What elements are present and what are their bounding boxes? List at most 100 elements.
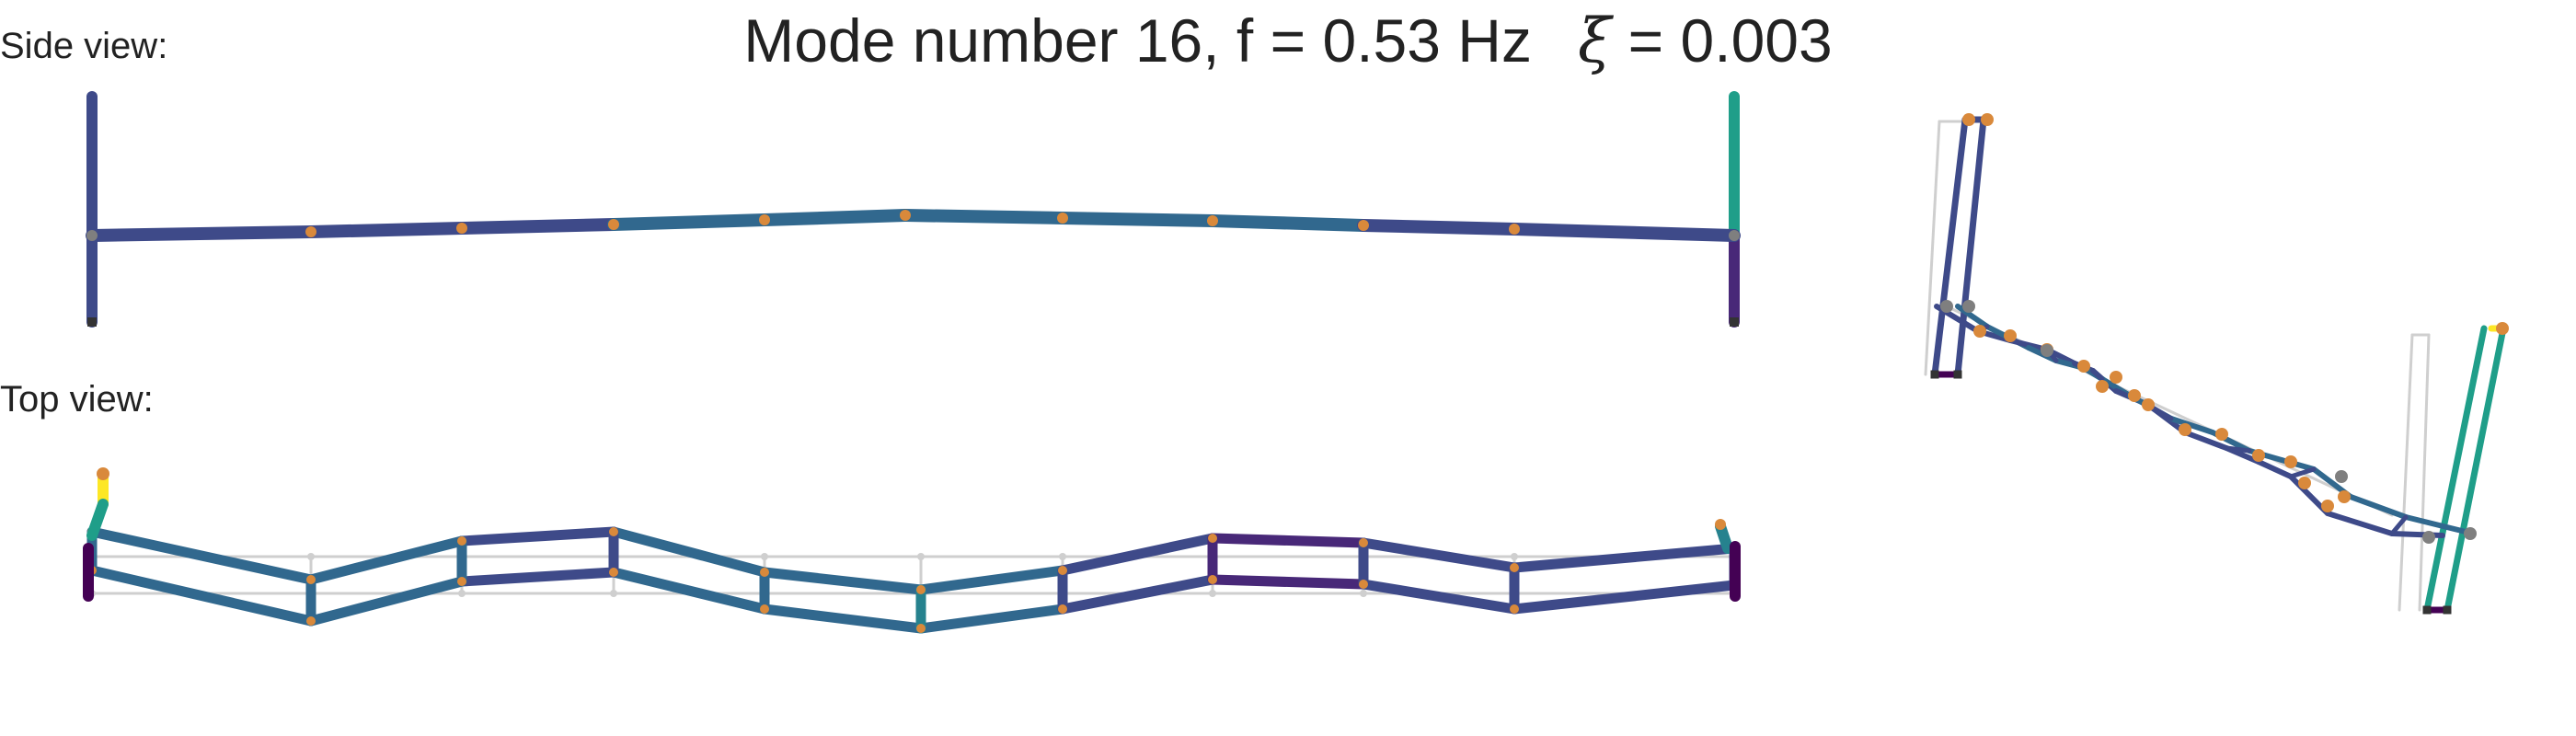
iso-deck-node (2298, 477, 2311, 489)
iso-deck-node (1981, 113, 1994, 126)
top-undeformed-node (307, 553, 315, 560)
top-deck-chord-upper (456, 526, 619, 546)
side-deck-node (608, 219, 619, 230)
iso-deck-node (1973, 325, 1986, 338)
side-deck-node (305, 226, 316, 237)
side-view-label: Side view: (0, 26, 168, 66)
side-deck-node (1358, 220, 1369, 231)
top-deck-chord-upper (915, 565, 1068, 595)
top-deck-node (1208, 534, 1217, 543)
mode-frequency-text: Mode number 16, f = 0.53 Hz (743, 6, 1532, 75)
iso-deck-node (2142, 398, 2155, 411)
side-deck-segment (455, 218, 620, 235)
top-deck-node (1510, 604, 1519, 614)
iso-right-tower-b (2444, 325, 2507, 614)
top-deck-node (457, 536, 466, 546)
iso-undeformed-tower-right (2398, 333, 2414, 612)
top-deck-node (916, 624, 926, 633)
top-deck-node (609, 527, 618, 536)
damping-symbol: ξ (1577, 6, 1612, 76)
side-deck-segment (1357, 219, 1521, 236)
side-deck-node (1207, 215, 1218, 226)
iso-undeformed-tower-left (1924, 120, 1941, 376)
top-deck-node (306, 616, 316, 626)
iso-left-tower-a (1931, 116, 1969, 378)
top-deck-node (760, 604, 769, 614)
top-view-label: Top view: (0, 379, 154, 420)
side-deck-segment (607, 213, 771, 231)
side-deck-node (759, 214, 770, 225)
iso-deck-chord-lower (2403, 514, 2468, 535)
side-deck-node (1729, 230, 1740, 241)
iso-deck-chord-lower (2348, 494, 2409, 520)
top-deck-chord-lower (305, 576, 467, 627)
top-deck-chord-lower (1509, 580, 1740, 615)
top-deck-chord-lower (1207, 574, 1369, 590)
top-undeformed-node (458, 590, 466, 597)
side-view-diagram (86, 91, 1741, 328)
iso-end-node (2464, 527, 2477, 540)
top-undeformed-node (1209, 590, 1216, 597)
iso-deck-node (2077, 360, 2090, 373)
left-support (87, 317, 97, 327)
iso-deck-node (2321, 500, 2334, 512)
side-deck-node (900, 210, 911, 221)
top-deck-node (609, 568, 618, 577)
iso-deck-node (2128, 389, 2141, 402)
iso-deck-node (2004, 329, 2017, 342)
top-deck-chord-upper (305, 535, 467, 585)
iso-deck-node (2096, 380, 2109, 393)
iso-deck-chord-upper (2182, 430, 2229, 451)
side-deck-node (1057, 213, 1068, 224)
iso-right-support-a (2422, 605, 2432, 615)
top-deck-chord-lower (1057, 574, 1218, 615)
top-undeformed-node (1360, 590, 1367, 597)
iso-deck-node (2110, 371, 2122, 384)
top-deck-chord-upper (86, 526, 316, 585)
top-deck-node (1359, 538, 1368, 547)
top-deck-chord-lower (86, 565, 316, 627)
iso-end-node (2335, 470, 2348, 483)
top-deck-node (1058, 604, 1067, 614)
iso-end-node (2041, 344, 2053, 357)
side-deck-segment (1056, 212, 1219, 227)
side-deck-segment (758, 209, 912, 226)
top-deck-node (1510, 563, 1519, 572)
side-deck-node (456, 223, 467, 234)
iso-deck-node (1962, 113, 1975, 126)
top-deck-chord-upper (1509, 543, 1740, 573)
isometric-view-diagram (1924, 113, 2509, 615)
iso-end-node (1962, 300, 1975, 313)
top-deck-chord-lower (759, 604, 926, 634)
top-deck-node (916, 585, 926, 594)
iso-deck-node (2496, 322, 2509, 335)
top-left-tower-mid (86, 499, 109, 541)
top-right-tower-node (1715, 519, 1726, 530)
iso-right-support-b (2443, 605, 2452, 615)
top-deck-node (457, 577, 466, 586)
top-deck-chord-lower (1358, 579, 1520, 615)
top-undeformed-node (1059, 553, 1066, 560)
top-deck-chord-upper (1207, 533, 1369, 548)
top-deck-chord-upper (759, 567, 926, 595)
side-deck-segment (86, 225, 317, 242)
iso-undeformed-tower-right-2 (2418, 333, 2431, 612)
iso-left-support-b (1953, 370, 1962, 379)
top-deck-node (1359, 580, 1368, 589)
iso-deck-node (2284, 455, 2297, 468)
top-undeformed-node (761, 553, 768, 560)
side-deck-node (1509, 224, 1520, 235)
iso-deck-chord-upper (2325, 511, 2395, 536)
top-undeformed-node (610, 590, 617, 597)
iso-deck-strut (2389, 514, 2409, 536)
side-deck-segment (899, 209, 1069, 224)
top-left-tower-node (97, 467, 109, 480)
iso-deck-node (2179, 423, 2191, 436)
iso-deck-strut (2224, 445, 2252, 454)
iso-deck-chord-upper (2256, 459, 2294, 479)
top-deck-node (1208, 575, 1217, 584)
side-deck-node (86, 230, 98, 241)
iso-deck-node (2252, 449, 2265, 462)
